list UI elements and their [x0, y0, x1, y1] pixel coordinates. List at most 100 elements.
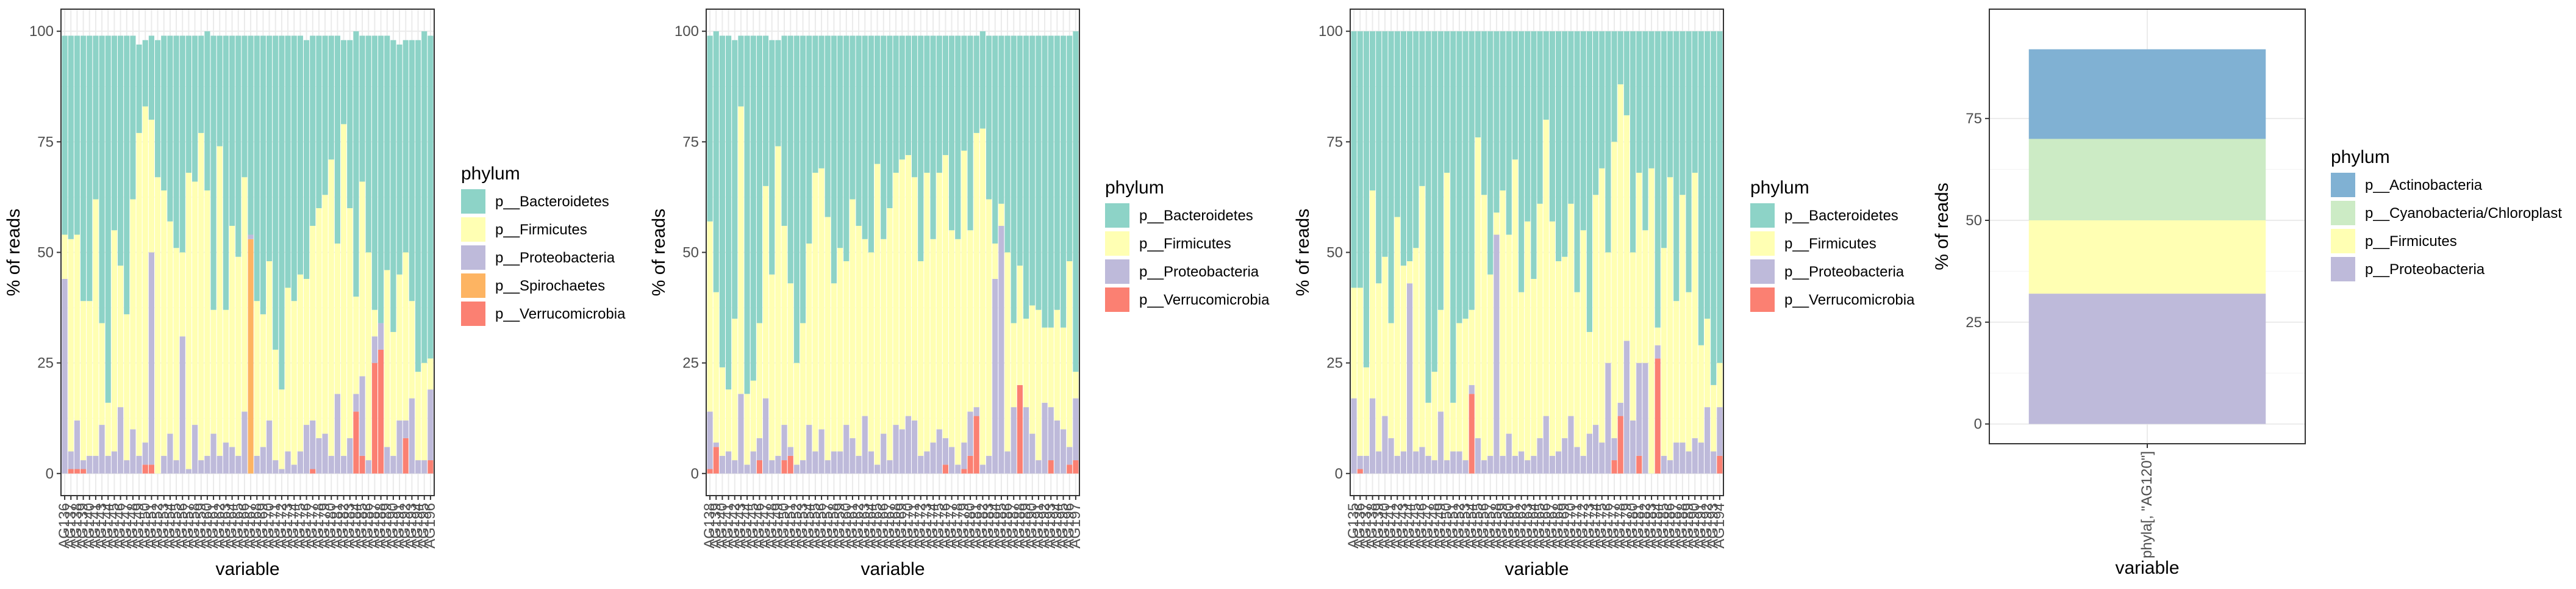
bar-segment [868, 252, 874, 452]
x-tick-label: AG159 [193, 503, 209, 549]
bar-segment [118, 407, 124, 474]
bar-segment [322, 35, 328, 195]
bar-segment [1487, 455, 1494, 474]
x-tick-label: AG188 [373, 503, 389, 549]
x-tick-label: AG175 [931, 503, 947, 549]
bar-segment [229, 447, 235, 474]
bar-segment [1617, 402, 1623, 416]
bar-segment [409, 398, 415, 474]
bar-segment [1537, 31, 1543, 204]
x-tick-label: AG157 [180, 503, 196, 549]
y-tick-label: 0 [46, 466, 54, 482]
bar-segment [415, 372, 421, 461]
x-tick-label: AG168 [248, 503, 265, 549]
bar-segment [719, 455, 726, 474]
bar-segment [1698, 443, 1704, 474]
bar-segment [1543, 31, 1549, 120]
y-tick-label: 50 [37, 245, 54, 261]
bar-segment [1054, 309, 1060, 421]
y-tick-label: 100 [1318, 23, 1343, 40]
legend-swatch [461, 245, 485, 270]
x-tick-label: AG142 [726, 503, 743, 549]
x-tick-label: AG153 [795, 503, 811, 549]
bar-segment [793, 464, 800, 474]
bar-segment [396, 420, 402, 474]
bar-segment [1042, 327, 1048, 403]
bar-segment [68, 239, 74, 452]
bar-segment [775, 40, 781, 146]
x-tick-label: AG163 [1519, 503, 1536, 549]
y-tick-label: 25 [37, 355, 54, 372]
x-tick-label: AG193 [403, 503, 420, 549]
bar-segment [118, 35, 124, 266]
bar-segment [961, 469, 967, 474]
y-tick-label: 75 [682, 134, 699, 150]
bar-segment [1382, 416, 1388, 474]
legend-swatch [1105, 259, 1129, 284]
bar-segment [750, 380, 756, 452]
x-tick-label: AG160 [1500, 503, 1517, 549]
bar-segment [1388, 438, 1394, 474]
bar-segment [173, 248, 179, 461]
x-tick-label: AG190 [385, 503, 401, 549]
bar-segment [273, 460, 279, 474]
bar-segment [136, 455, 142, 474]
bar-segment [297, 451, 303, 474]
bar-segment [185, 469, 191, 474]
chart-panel-3: 0 25 50 75 100 AG135AG136AG137AG138AG139AG140… [1293, 9, 1915, 579]
bar-segment [111, 230, 118, 452]
bar-segment [377, 323, 384, 350]
legend-swatch [1105, 231, 1129, 256]
bar-segment [304, 425, 310, 474]
bar-segment [825, 460, 831, 474]
x-tick-label: AG159 [1494, 503, 1511, 549]
bar-segment [905, 416, 911, 474]
bar-segment [1437, 411, 1444, 474]
bar-segment [1636, 31, 1642, 173]
x-tick-label: AG182 [1637, 503, 1653, 549]
bar-segment [341, 124, 347, 456]
bar-segment [800, 35, 806, 323]
x-tick-label: AG179 [317, 503, 333, 549]
bar-segment [1363, 367, 1370, 456]
x-tick-label: AG140 [1376, 503, 1393, 549]
bar-segment [1512, 31, 1518, 160]
bar-segment [912, 420, 918, 474]
bar-segment [1617, 416, 1623, 474]
x-tick-label: AG149 [1432, 503, 1448, 549]
bar-segment [1611, 31, 1617, 142]
x-tick-label: AG166 [1537, 503, 1554, 549]
bar-segment [787, 283, 793, 447]
bar-segment [428, 389, 434, 461]
bar-segment [843, 35, 850, 261]
bar-segment [744, 35, 750, 394]
bar-segment [1419, 31, 1425, 186]
bar-segment [979, 31, 986, 129]
bar-segment [756, 460, 763, 474]
bar-segment [875, 464, 881, 474]
bar-segment [732, 319, 738, 461]
bar-segment [1048, 35, 1054, 328]
bar-segment [856, 226, 862, 456]
x-tick-label: AG191 [391, 503, 407, 549]
bar-segment [818, 429, 825, 474]
x-tick-label: AG183 [1643, 503, 1659, 549]
bar-segment [775, 146, 781, 456]
bar-segment [992, 244, 998, 279]
bar-segment [179, 252, 185, 337]
bar-segment [1667, 460, 1673, 474]
bar-segment [359, 181, 365, 377]
bar-segment [341, 455, 347, 474]
bar-segment [1370, 398, 1376, 474]
x-tick-label: AG150 [776, 503, 792, 549]
bar-segment [316, 35, 322, 209]
bar-segment [80, 35, 87, 302]
bar-segment [750, 35, 756, 381]
bar-segment [260, 35, 266, 314]
bar-segment [862, 35, 868, 239]
x-tick-label: AG177 [304, 503, 321, 549]
bar-segment [142, 464, 148, 474]
bar-segment [1711, 385, 1717, 452]
